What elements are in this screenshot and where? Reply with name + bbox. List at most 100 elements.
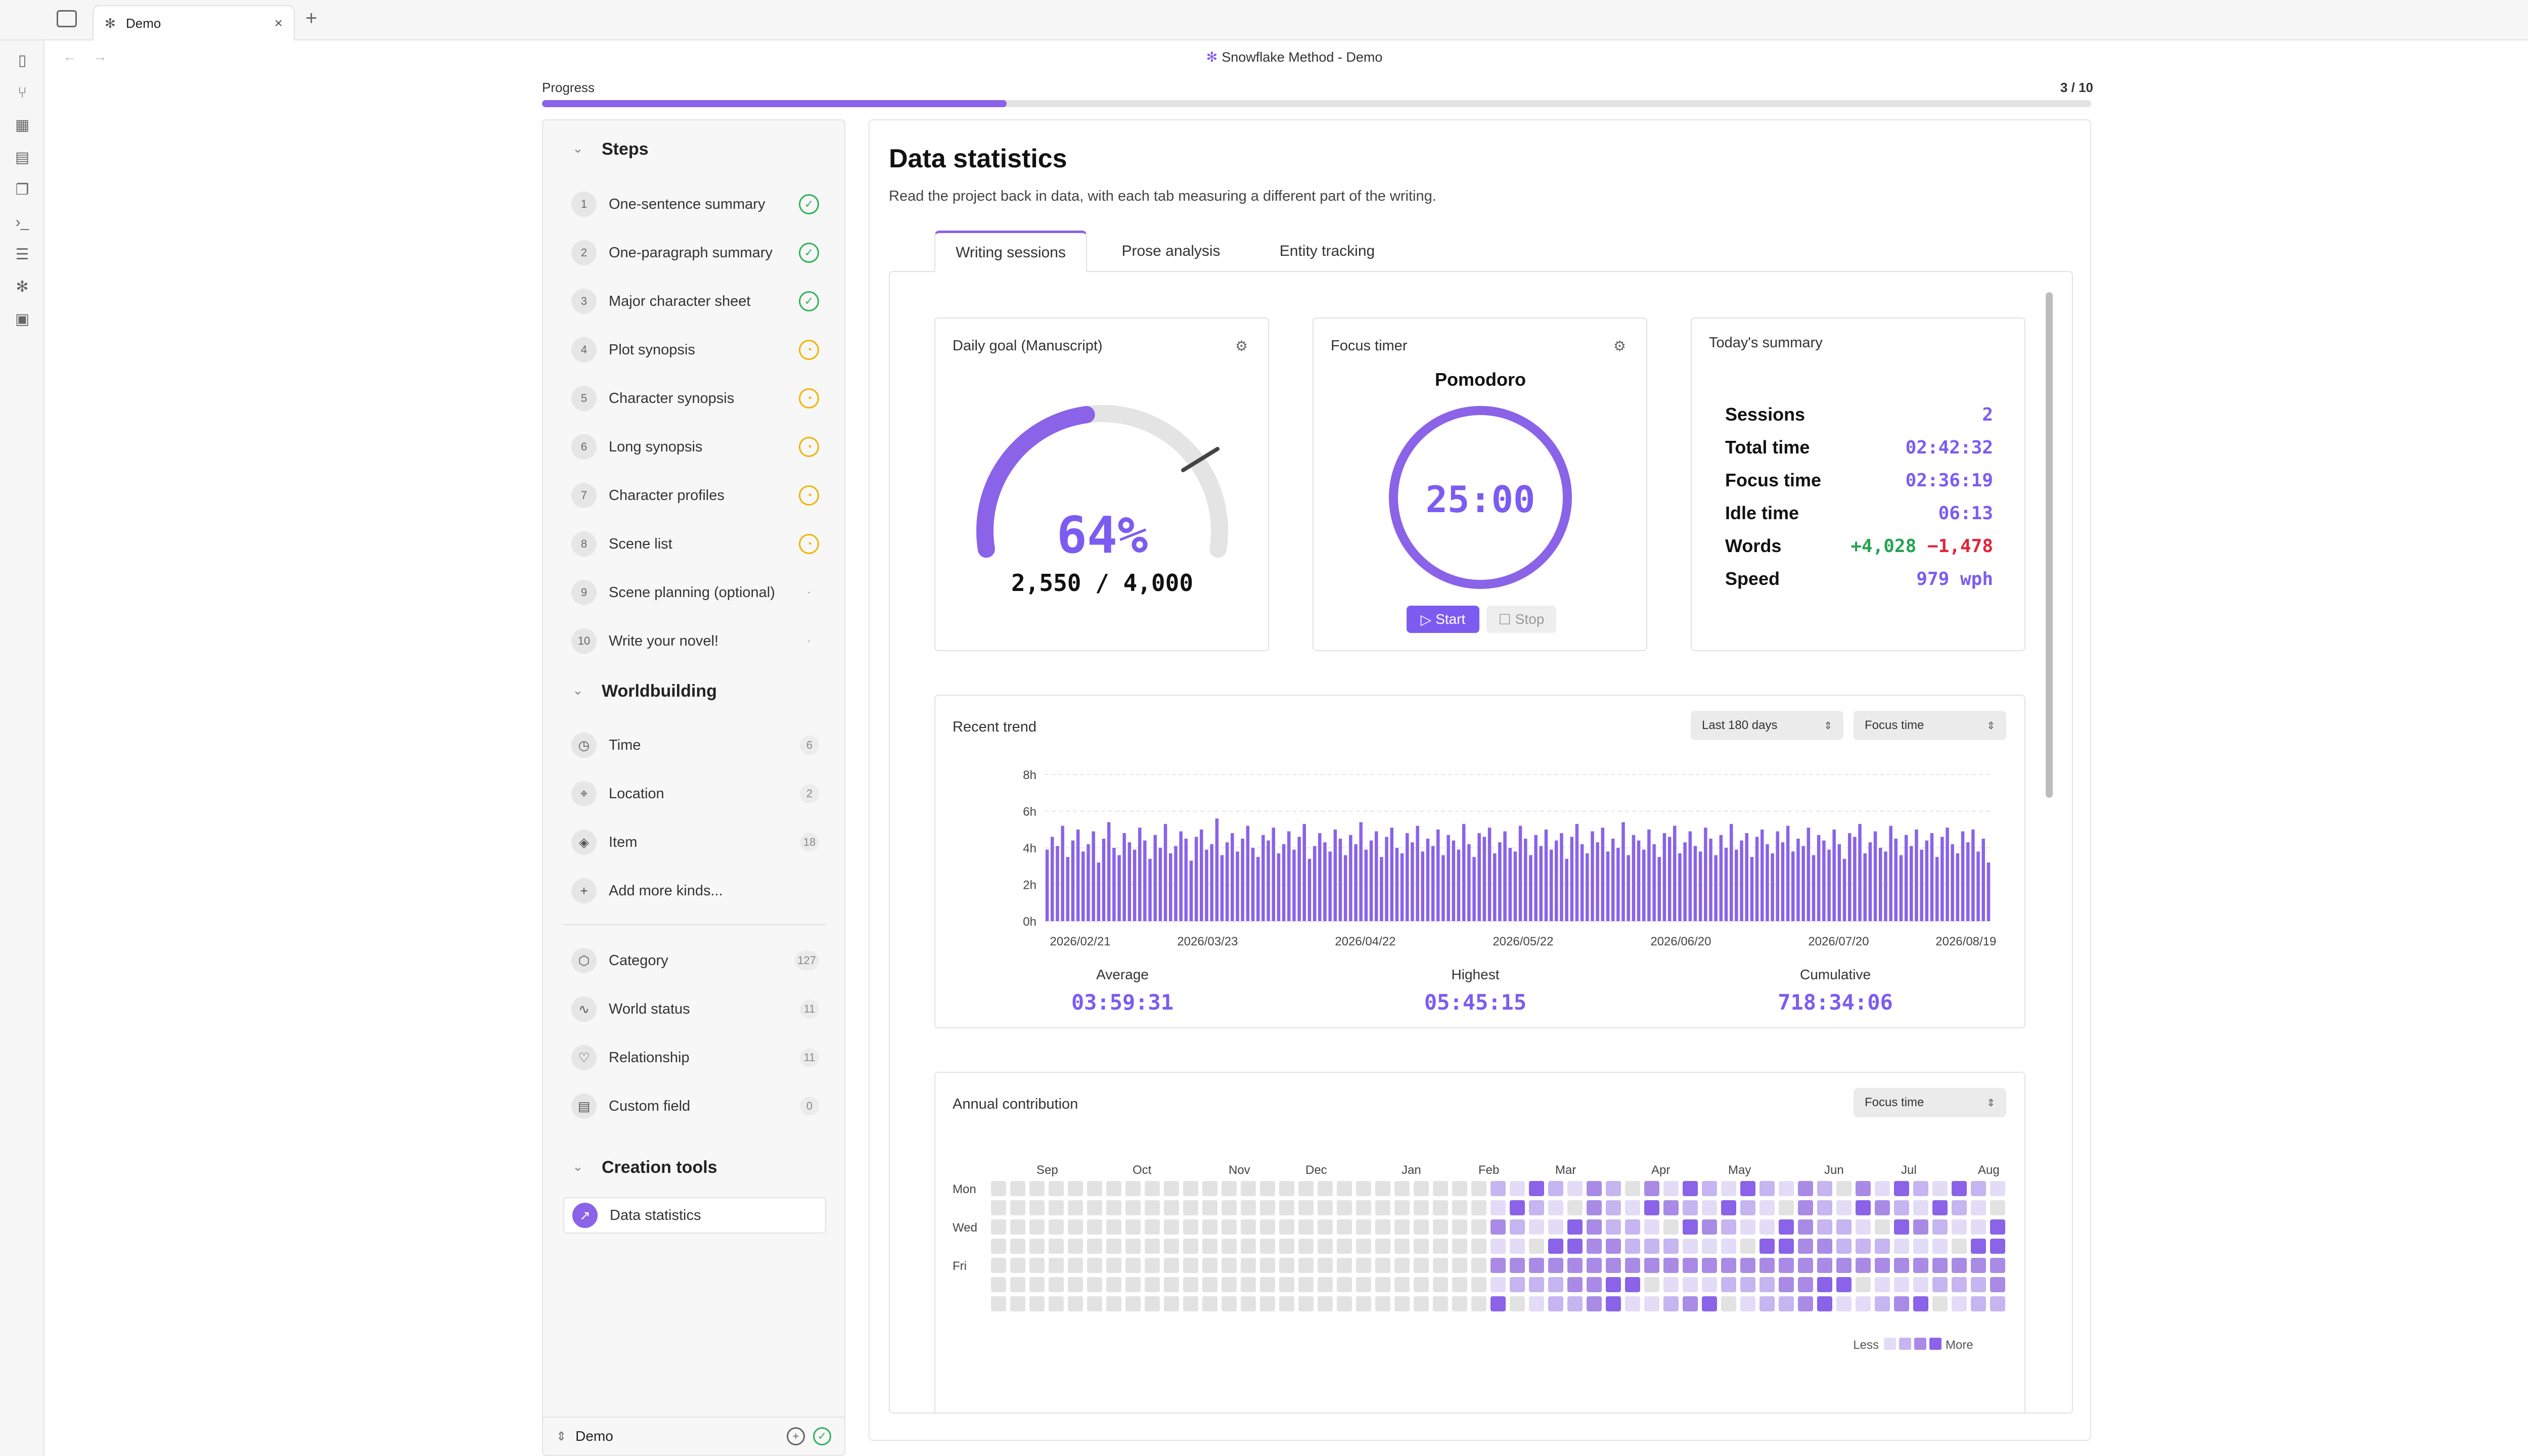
heatmap-cell[interactable] — [1510, 1181, 1525, 1196]
trend-bar[interactable] — [1411, 842, 1414, 921]
trend-bar[interactable] — [1498, 842, 1502, 921]
heatmap-cell[interactable] — [1971, 1181, 1986, 1196]
heatmap-cell[interactable] — [1491, 1296, 1506, 1311]
heatmap-cell[interactable] — [1913, 1219, 1928, 1235]
trend-bar[interactable] — [1570, 837, 1574, 922]
trend-bar[interactable] — [1812, 855, 1816, 922]
heatmap-cell[interactable] — [1913, 1239, 1928, 1254]
trend-bar[interactable] — [1524, 838, 1527, 921]
heatmap-cell[interactable] — [1683, 1296, 1698, 1311]
sidebar-item-location[interactable]: ⌖ Location 2 — [563, 776, 826, 812]
calendar-icon[interactable]: ▤ — [15, 149, 30, 166]
heatmap-cell[interactable] — [1414, 1296, 1429, 1311]
trend-bar[interactable] — [1385, 837, 1388, 922]
heatmap-cell[interactable] — [1702, 1258, 1717, 1273]
heatmap-cell[interactable] — [1894, 1296, 1909, 1311]
trend-bar[interactable] — [1899, 855, 1903, 922]
heatmap-cell[interactable] — [1587, 1258, 1602, 1273]
heatmap-cell[interactable] — [1529, 1200, 1544, 1215]
heatmap-cell[interactable] — [1106, 1277, 1121, 1292]
heatmap-cell[interactable] — [1183, 1219, 1198, 1235]
heatmap-cell[interactable] — [1548, 1219, 1563, 1235]
step-item[interactable]: 8 Scene list ◔ — [563, 526, 826, 562]
heatmap-cell[interactable] — [1548, 1296, 1563, 1311]
heatmap-cell[interactable] — [1106, 1258, 1121, 1273]
heatmap-cell[interactable] — [1740, 1200, 1755, 1215]
sidebar-item-time[interactable]: ◷ Time 6 — [563, 727, 826, 763]
heatmap-cell[interactable] — [1606, 1296, 1621, 1311]
heatmap-cell[interactable] — [1990, 1239, 2005, 1254]
heatmap-cell[interactable] — [1510, 1200, 1525, 1215]
trend-bar[interactable] — [1879, 848, 1882, 921]
step-item[interactable]: 7 Character profiles ◔ — [563, 477, 826, 514]
heatmap-cell[interactable] — [1990, 1258, 2005, 1273]
heatmap-cell[interactable] — [1164, 1296, 1179, 1311]
sidebar-item-add-more-kinds[interactable]: + Add more kinds... — [563, 873, 826, 909]
heatmap-cell[interactable] — [1087, 1239, 1102, 1254]
trend-bar[interactable] — [1447, 835, 1450, 921]
heatmap-cell[interactable] — [1452, 1258, 1467, 1273]
trend-bar[interactable] — [1652, 844, 1656, 922]
trend-bar[interactable] — [1858, 824, 1862, 921]
heatmap-cell[interactable] — [1375, 1277, 1390, 1292]
tab-writing-sessions[interactable]: Writing sessions — [934, 231, 1087, 272]
heatmap-cell[interactable] — [1759, 1200, 1775, 1215]
trend-bar[interactable] — [1246, 826, 1250, 922]
trend-bar[interactable] — [1117, 855, 1121, 922]
worldbuilding-heading[interactable]: Worldbuilding — [602, 681, 717, 701]
chevron-down-icon[interactable]: ⌄ — [572, 682, 583, 698]
trend-bar[interactable] — [1621, 822, 1625, 922]
heatmap-cell[interactable] — [1836, 1277, 1852, 1292]
heatmap-cell[interactable] — [1759, 1277, 1775, 1292]
trend-bar[interactable] — [1611, 838, 1615, 921]
annual-metric-select[interactable]: Focus time ⇕ — [1854, 1088, 2006, 1117]
heatmap-cell[interactable] — [1663, 1200, 1679, 1215]
heatmap-cell[interactable] — [1010, 1277, 1025, 1292]
heatmap-cell[interactable] — [1740, 1258, 1755, 1273]
trend-bar[interactable] — [1837, 844, 1841, 922]
trend-bar[interactable] — [1662, 833, 1666, 921]
chevron-down-icon[interactable]: ⌄ — [572, 1159, 583, 1174]
trend-bar[interactable] — [1107, 822, 1111, 922]
chevron-down-icon[interactable]: ⌄ — [2526, 9, 2528, 27]
trend-bar[interactable] — [1174, 846, 1178, 921]
heatmap-cell[interactable] — [1318, 1200, 1333, 1215]
heatmap-cell[interactable] — [1529, 1277, 1544, 1292]
trend-bar[interactable] — [1375, 831, 1378, 921]
trend-bar[interactable] — [1976, 851, 1980, 922]
heatmap-cell[interactable] — [1145, 1219, 1160, 1235]
heatmap-cell[interactable] — [1721, 1239, 1736, 1254]
trend-bar[interactable] — [1667, 837, 1672, 922]
trend-bar[interactable] — [1894, 838, 1898, 921]
heatmap-cell[interactable] — [1817, 1239, 1832, 1254]
heatmap-cell[interactable] — [1683, 1181, 1698, 1196]
heatmap-cell[interactable] — [1471, 1200, 1486, 1215]
step-item[interactable]: 3 Major character sheet ✓ — [563, 283, 826, 320]
heatmap-cell[interactable] — [1433, 1258, 1448, 1273]
heatmap-cell[interactable] — [1779, 1181, 1794, 1196]
heatmap-cell[interactable] — [1702, 1181, 1717, 1196]
trend-bar[interactable] — [1591, 831, 1594, 921]
heatmap-cell[interactable] — [1798, 1200, 1813, 1215]
trend-bar[interactable] — [1472, 857, 1476, 921]
heatmap-cell[interactable] — [1298, 1258, 1314, 1273]
heatmap-cell[interactable] — [1971, 1258, 1986, 1273]
heatmap-cell[interactable] — [1183, 1258, 1198, 1273]
heatmap-cell[interactable] — [1779, 1239, 1794, 1254]
trend-bar[interactable] — [1390, 828, 1394, 921]
trend-bar[interactable] — [1935, 857, 1939, 921]
heatmap-cell[interactable] — [1740, 1239, 1755, 1254]
trend-bar[interactable] — [1642, 849, 1646, 921]
heatmap-cell[interactable] — [1510, 1239, 1525, 1254]
trend-bar[interactable] — [1112, 848, 1116, 921]
heatmap-cell[interactable] — [1394, 1219, 1410, 1235]
heatmap-cell[interactable] — [1491, 1181, 1506, 1196]
sidebar-item-custom-field[interactable]: ▤ Custom field 0 — [563, 1088, 826, 1124]
trend-bar[interactable] — [1231, 833, 1234, 921]
heatmap-cell[interactable] — [1856, 1181, 1871, 1196]
heatmap-cell[interactable] — [1029, 1200, 1045, 1215]
trend-bar[interactable] — [1698, 851, 1702, 922]
trend-bar[interactable] — [1956, 853, 1960, 921]
heatmap-cell[interactable] — [1318, 1181, 1333, 1196]
heatmap-cell[interactable] — [1894, 1258, 1909, 1273]
